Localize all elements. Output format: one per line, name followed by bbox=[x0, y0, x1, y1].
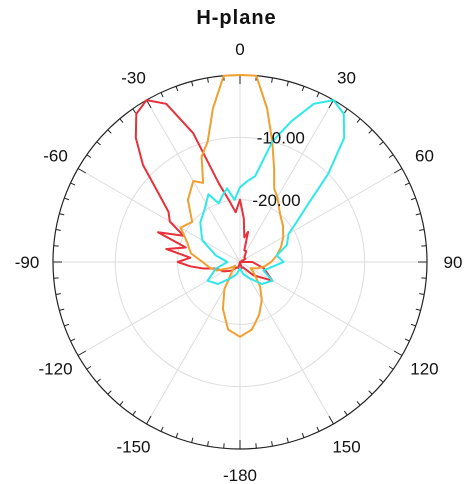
rim-tick bbox=[55, 229, 61, 231]
angle-label: 30 bbox=[337, 69, 356, 88]
rim-tick bbox=[301, 86, 305, 92]
grid-spoke bbox=[239, 168, 403, 263]
rim-tick bbox=[393, 168, 403, 174]
rim-tick bbox=[379, 378, 384, 383]
rim-tick bbox=[59, 308, 65, 311]
grid-spoke bbox=[239, 261, 334, 425]
rim-tick bbox=[146, 99, 152, 109]
radial-label: -10.00 bbox=[257, 129, 305, 148]
rim-tick bbox=[70, 338, 76, 342]
series-layer bbox=[134, 74, 346, 338]
rim-tick bbox=[368, 390, 373, 395]
angle-label: 120 bbox=[410, 360, 438, 379]
rim-tick bbox=[368, 129, 373, 134]
rim-tick bbox=[404, 182, 410, 186]
rim-tick bbox=[388, 365, 394, 370]
rim-tick bbox=[175, 86, 179, 92]
rim-tick bbox=[286, 81, 289, 87]
rim-tick bbox=[70, 182, 76, 186]
angle-label: -30 bbox=[121, 69, 146, 88]
rim-tick bbox=[119, 401, 124, 406]
rim-tick bbox=[286, 437, 289, 443]
rim-tick bbox=[379, 141, 384, 146]
grid-spoke bbox=[239, 99, 334, 263]
rim-tick bbox=[107, 129, 112, 134]
rim-tick bbox=[59, 213, 65, 216]
rim-tick bbox=[316, 92, 320, 98]
rim-tick bbox=[191, 81, 194, 87]
radial-label: -20.00 bbox=[252, 191, 300, 210]
rim-tick bbox=[146, 415, 152, 425]
rim-tick bbox=[64, 323, 70, 327]
rim-tick bbox=[207, 77, 209, 83]
angle-label: -120 bbox=[39, 360, 73, 379]
rim-tick bbox=[301, 432, 305, 438]
grid-layer bbox=[52, 74, 428, 450]
rim-tick bbox=[419, 229, 425, 231]
rim-tick bbox=[86, 154, 92, 159]
rim-tick bbox=[410, 323, 416, 327]
rim-tick bbox=[328, 99, 334, 109]
rim-tick bbox=[388, 154, 394, 159]
series-line-2 bbox=[199, 99, 346, 285]
rim-tick bbox=[55, 293, 61, 295]
series-line-0 bbox=[134, 99, 274, 282]
rim-tick bbox=[160, 426, 164, 432]
rim-tick bbox=[191, 437, 194, 443]
angle-label: 60 bbox=[415, 147, 434, 166]
angle-label: -180 bbox=[223, 466, 257, 484]
angle-label: -90 bbox=[15, 253, 40, 272]
rim-tick bbox=[132, 410, 137, 416]
rim-tick bbox=[343, 410, 348, 416]
rim-tick bbox=[404, 338, 410, 342]
rim-tick bbox=[415, 213, 421, 216]
angle-label: -60 bbox=[43, 147, 68, 166]
rim-tick bbox=[119, 118, 124, 123]
chart-title: H-plane bbox=[196, 7, 277, 29]
rim-tick bbox=[328, 415, 334, 425]
series-line-1 bbox=[179, 74, 285, 338]
rim-tick bbox=[207, 441, 209, 447]
rim-tick bbox=[160, 92, 164, 98]
rim-tick bbox=[86, 365, 92, 370]
rim-tick bbox=[96, 378, 101, 383]
rim-tick bbox=[356, 401, 361, 406]
angle-label: 150 bbox=[332, 437, 360, 456]
rim-tick bbox=[356, 118, 361, 123]
angle-label: 90 bbox=[444, 253, 463, 272]
grid-spoke bbox=[77, 261, 241, 356]
label-layer: 0 30 60 90 120 150 -180 -150 -120 -90 -60 -30 -10.00… bbox=[15, 40, 463, 484]
angle-label: 0 bbox=[235, 40, 244, 59]
rim-tick bbox=[107, 390, 112, 395]
rim-tick bbox=[343, 108, 348, 114]
grid-spoke bbox=[77, 168, 241, 263]
rim-tick bbox=[316, 426, 320, 432]
rim-tick bbox=[77, 350, 87, 356]
rim-tick bbox=[271, 441, 273, 447]
rim-tick bbox=[96, 141, 101, 146]
rim-tick bbox=[415, 308, 421, 311]
rim-tick bbox=[393, 350, 403, 356]
rim-tick bbox=[271, 77, 273, 83]
grid-spoke bbox=[239, 261, 403, 356]
rim-tick bbox=[77, 168, 87, 174]
rim-tick bbox=[419, 293, 425, 295]
angle-label: -150 bbox=[116, 437, 150, 456]
rim-tick bbox=[64, 197, 70, 201]
rim-tick bbox=[410, 197, 416, 201]
rim-tick bbox=[175, 432, 179, 438]
rim-tick bbox=[132, 108, 137, 114]
